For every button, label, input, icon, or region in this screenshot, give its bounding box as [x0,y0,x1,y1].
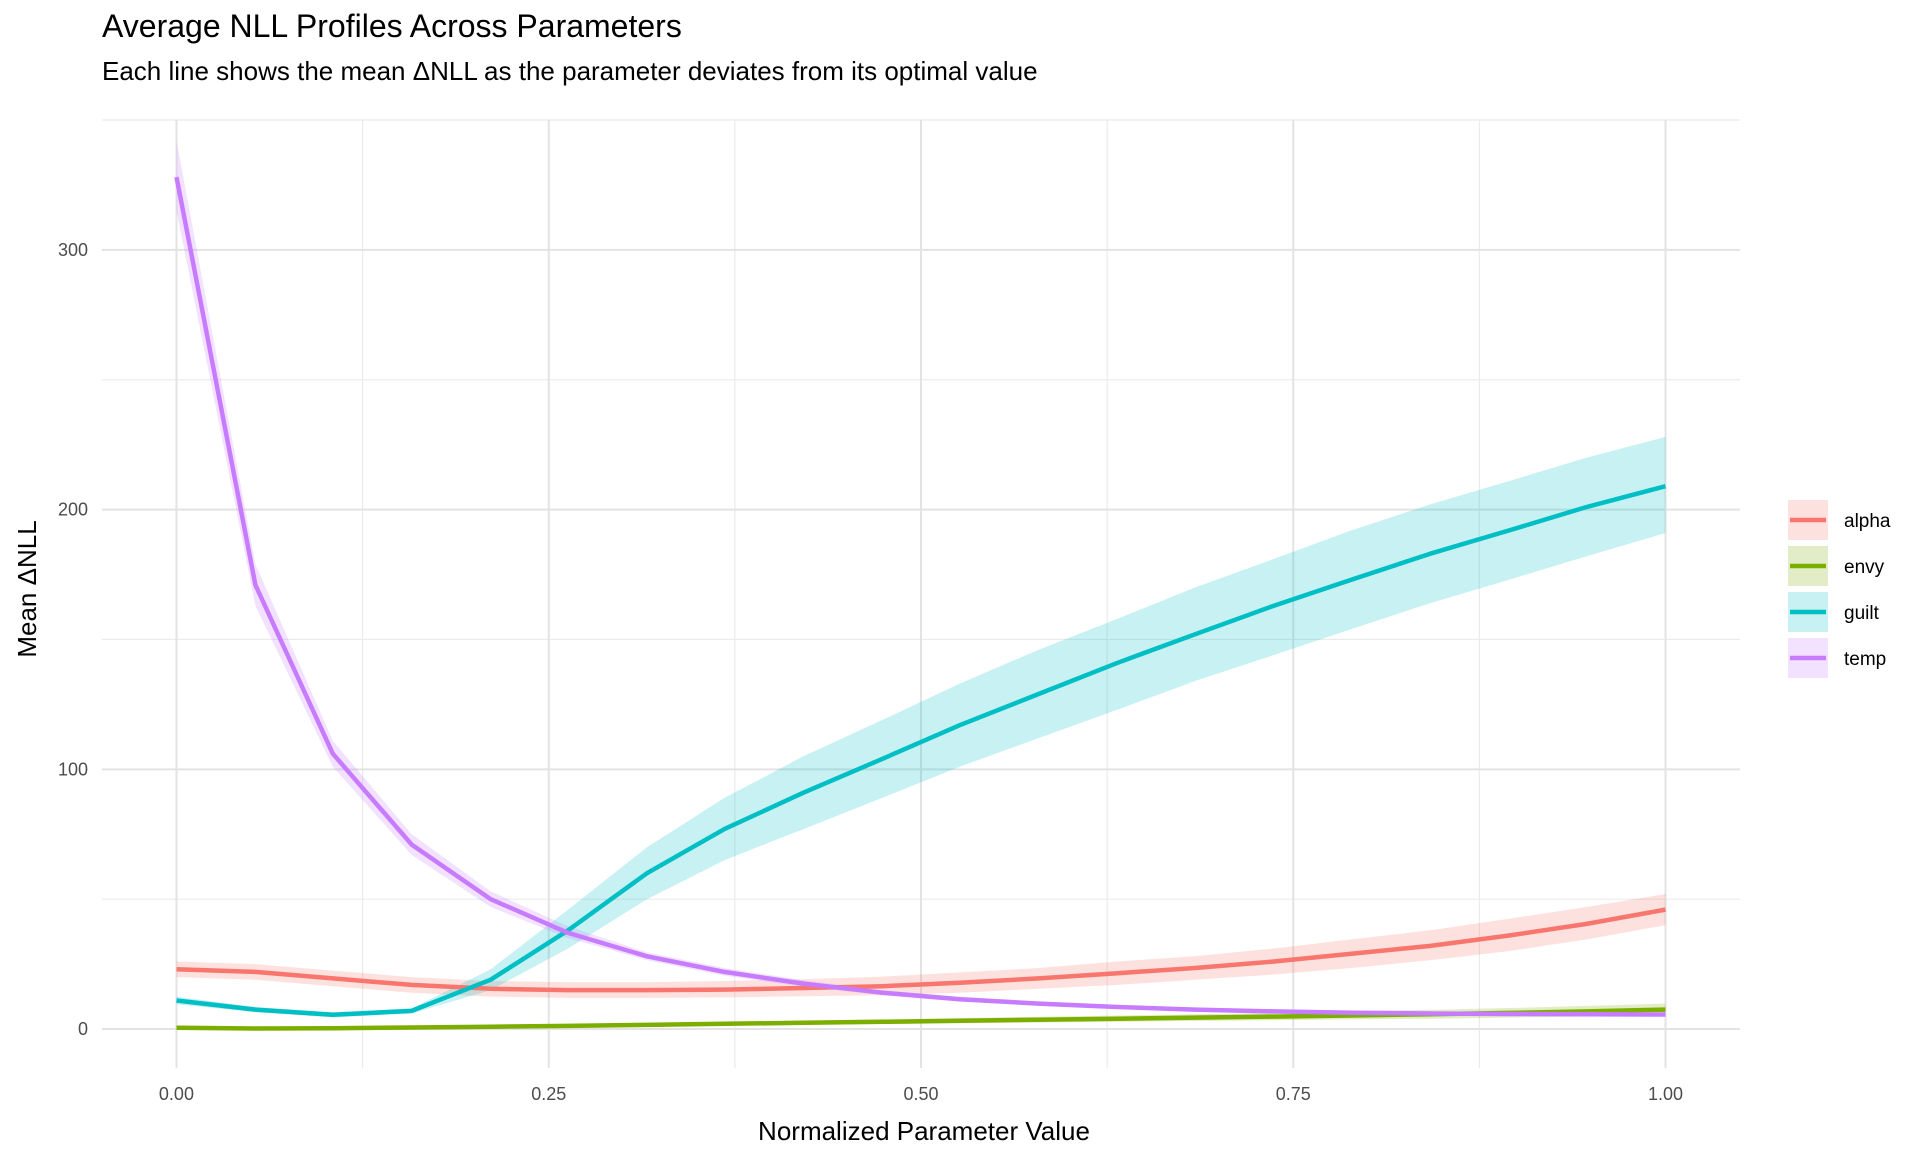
x-axis-title: Normalized Parameter Value [758,1116,1090,1146]
line-temp [174,176,1666,1017]
chart-subtitle: Each line shows the mean ΔNLL as the par… [102,56,1038,86]
legend-item-temp: temp [1788,638,1886,678]
legend-item-alpha: alpha [1788,500,1891,540]
legend-label: temp [1844,649,1886,670]
legend-label: alpha [1844,511,1891,532]
x-tick-label: 0.75 [1276,1084,1311,1104]
tick-labels: 0.00 0.25 0.50 0.75 1.00 0 100 200 300 [58,240,1683,1104]
x-tick-label: 0.25 [531,1084,566,1104]
series-lines [174,176,1667,1031]
y-tick-label: 0 [78,1019,88,1039]
line-guilt [176,484,1667,1018]
x-tick-label: 0.00 [159,1084,194,1104]
ribbon-alpha [176,894,1666,998]
legend-label: envy [1844,557,1885,578]
y-tick-label: 300 [58,240,88,260]
y-axis-title: Mean ΔNLL [12,520,42,657]
x-tick-label: 0.50 [903,1084,938,1104]
legend-item-guilt: guilt [1788,592,1880,632]
chart-title: Average NLL Profiles Across Parameters [102,8,682,44]
legend-item-envy: envy [1788,546,1885,586]
legend-label: guilt [1844,603,1880,624]
legend: alpha envy guilt temp [1788,500,1891,678]
grid-lines [102,119,1740,1068]
y-tick-label: 100 [58,759,88,779]
ribbon-guilt [176,436,1666,1018]
x-tick-label: 1.00 [1648,1084,1683,1104]
y-tick-label: 200 [58,500,88,520]
line-alpha [176,907,1666,993]
